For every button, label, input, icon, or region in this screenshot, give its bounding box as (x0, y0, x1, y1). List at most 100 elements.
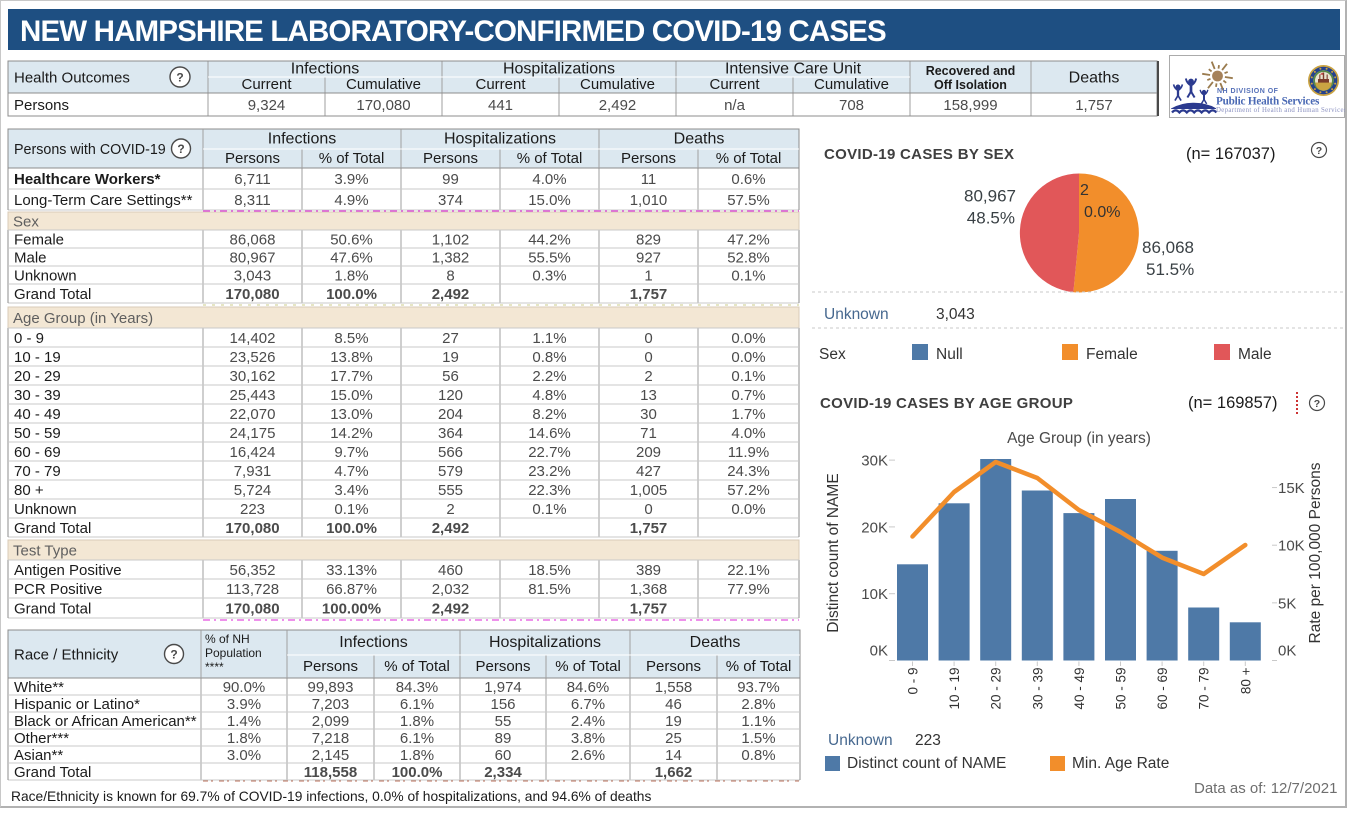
svg-text:Deaths: Deaths (1069, 70, 1120, 87)
svg-text:17.7%: 17.7% (330, 368, 373, 385)
svg-text:223: 223 (240, 501, 265, 518)
svg-text:1,662: 1,662 (655, 764, 693, 781)
svg-text:Null: Null (936, 346, 963, 363)
svg-text:20K: 20K (861, 519, 888, 536)
svg-text:2,032: 2,032 (432, 581, 470, 598)
svg-text:25,443: 25,443 (230, 387, 276, 404)
svg-text:Race / Ethnicity: Race / Ethnicity (14, 647, 119, 664)
svg-text:COVID-19 CASES BY AGE GROUP: COVID-19 CASES BY AGE GROUP (820, 395, 1073, 412)
svg-text:0K: 0K (870, 643, 888, 660)
svg-text:2: 2 (446, 501, 454, 518)
svg-text:40 - 49: 40 - 49 (1072, 668, 1087, 710)
svg-text:?: ? (176, 70, 183, 84)
svg-text:2.8%: 2.8% (741, 696, 775, 713)
svg-text:1.1%: 1.1% (741, 713, 775, 730)
svg-text:19: 19 (665, 713, 682, 730)
svg-text:2,145: 2,145 (312, 747, 350, 764)
svg-text:120: 120 (438, 387, 463, 404)
svg-text:10K: 10K (1278, 538, 1305, 555)
svg-text:30 - 39: 30 - 39 (14, 387, 61, 404)
svg-text:55: 55 (495, 713, 512, 730)
svg-text:7,203: 7,203 (312, 696, 350, 713)
svg-text:Age Group (in Years): Age Group (in Years) (13, 310, 153, 327)
svg-text:Other***: Other*** (14, 730, 69, 747)
svg-text:1.5%: 1.5% (741, 730, 775, 747)
svg-text:8,311: 8,311 (234, 192, 270, 209)
svg-text:Persons with COVID-19: Persons with COVID-19 (14, 142, 166, 158)
svg-text:1: 1 (644, 267, 652, 284)
svg-text:15K: 15K (1278, 480, 1305, 497)
svg-text:Infections: Infections (339, 634, 407, 651)
svg-text:Health Outcomes: Health Outcomes (14, 70, 130, 87)
svg-text:Race/Ethnicity is known for 69: Race/Ethnicity is known for 69.7% of COV… (11, 789, 651, 804)
svg-text:71: 71 (640, 425, 657, 442)
svg-text:1.8%: 1.8% (400, 747, 434, 764)
svg-text:566: 566 (438, 444, 463, 461)
svg-text:708: 708 (839, 97, 864, 114)
svg-text:3,043: 3,043 (234, 267, 272, 284)
svg-text:Hospitalizations: Hospitalizations (503, 61, 615, 78)
svg-text:Grand Total: Grand Total (14, 600, 91, 617)
svg-text:579: 579 (438, 463, 463, 480)
svg-text:Department of Health and Human: Department of Health and Human Services (1216, 107, 1345, 114)
svg-text:Current: Current (475, 76, 526, 93)
svg-text:204: 204 (438, 406, 463, 423)
svg-text:Infections: Infections (291, 61, 359, 78)
svg-text:0.8%: 0.8% (741, 747, 775, 764)
svg-text:Test Type: Test Type (13, 542, 77, 559)
svg-text:80,967: 80,967 (230, 249, 276, 266)
svg-text:19: 19 (442, 349, 459, 366)
svg-text:60 - 69: 60 - 69 (1155, 668, 1170, 710)
svg-text:4.0%: 4.0% (532, 171, 566, 188)
svg-text:1,102: 1,102 (432, 231, 470, 248)
svg-text:Unknown: Unknown (14, 501, 77, 518)
svg-text:22,070: 22,070 (230, 406, 276, 423)
svg-text:Unknown: Unknown (828, 732, 893, 749)
svg-text:1,757: 1,757 (630, 286, 668, 303)
svg-text:Male: Male (14, 249, 47, 266)
svg-text:3,043: 3,043 (936, 306, 975, 323)
svg-text:18.5%: 18.5% (528, 562, 571, 579)
svg-text:50 - 59: 50 - 59 (1114, 668, 1129, 710)
svg-text:****: **** (205, 660, 224, 674)
svg-text:PCR Positive: PCR Positive (14, 581, 102, 598)
svg-text:13.8%: 13.8% (330, 349, 373, 366)
svg-text:2,099: 2,099 (312, 713, 350, 730)
svg-text:Healthcare Workers*: Healthcare Workers* (14, 171, 161, 188)
svg-text:1.8%: 1.8% (400, 713, 434, 730)
svg-text:2,492: 2,492 (432, 520, 470, 537)
svg-text:4.8%: 4.8% (532, 387, 566, 404)
svg-text:1,974: 1,974 (484, 679, 522, 696)
svg-text:460: 460 (438, 562, 463, 579)
svg-text:Cumulative: Cumulative (814, 76, 889, 93)
svg-text:Population: Population (205, 646, 262, 660)
svg-text:66.87%: 66.87% (326, 581, 377, 598)
svg-text:5K: 5K (1278, 595, 1296, 612)
svg-text:60 - 69: 60 - 69 (14, 444, 61, 461)
svg-text:Rate per 100,000 Persons: Rate per 100,000 Persons (1307, 462, 1324, 643)
svg-text:100.0%: 100.0% (326, 520, 377, 537)
svg-text:% of Total: % of Total (319, 150, 385, 167)
svg-text:Persons: Persons (621, 150, 676, 167)
svg-text:170,080: 170,080 (356, 97, 410, 114)
svg-text:6,711: 6,711 (234, 171, 270, 188)
svg-text:16,424: 16,424 (230, 444, 276, 461)
svg-text:% of NH: % of NH (205, 632, 250, 646)
svg-text:30K: 30K (861, 453, 888, 470)
svg-text:Unknown: Unknown (824, 306, 889, 323)
svg-text:Persons: Persons (14, 97, 69, 114)
svg-text:99: 99 (442, 171, 459, 188)
svg-text:Antigen Positive: Antigen Positive (14, 562, 122, 579)
svg-text:77.9%: 77.9% (727, 581, 770, 598)
svg-text:10 - 19: 10 - 19 (947, 668, 962, 710)
svg-text:Current: Current (709, 76, 760, 93)
svg-text:10K: 10K (861, 586, 888, 603)
svg-text:0K: 0K (1278, 643, 1296, 660)
svg-text:2: 2 (644, 368, 652, 385)
svg-text:57.2%: 57.2% (727, 482, 770, 499)
svg-text:23.2%: 23.2% (528, 463, 571, 480)
svg-text:0.6%: 0.6% (731, 171, 765, 188)
svg-text:44.2%: 44.2% (528, 231, 571, 248)
svg-text:14,402: 14,402 (230, 330, 276, 347)
svg-text:4.0%: 4.0% (731, 425, 765, 442)
